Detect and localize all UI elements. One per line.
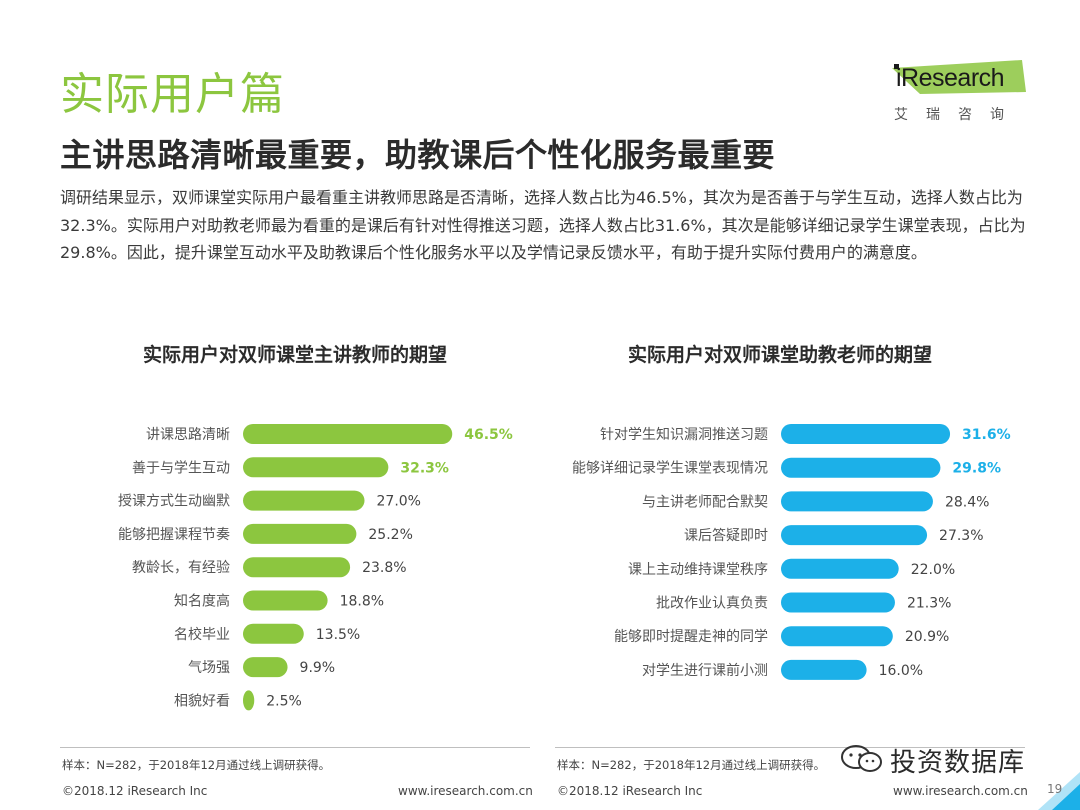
teacher-bar-6: [243, 623, 304, 644]
assistant-bar-2: [781, 491, 933, 512]
teacher-category-label-7: 气场强: [188, 660, 230, 676]
footer-divider-left: [60, 747, 530, 748]
assistant-value-label-5: 21.3%: [907, 596, 951, 612]
copyright-right: ©2018.12 iResearch Inc: [557, 784, 703, 798]
teacher-value-label-8: 2.5%: [266, 693, 302, 709]
teacher-bar-4: [243, 557, 351, 578]
assistant-value-label-6: 20.9%: [905, 629, 949, 645]
teacher-bar-7: [243, 657, 288, 678]
teacher-category-label-1: 善于与学生互动: [132, 460, 230, 476]
assistant-bar-4: [781, 558, 899, 579]
teacher-category-label-3: 能够把握课程节奏: [118, 527, 230, 543]
teacher-value-label-5: 18.8%: [340, 594, 384, 610]
teacher-category-label-5: 知名度高: [174, 593, 230, 610]
assistant-bar-7: [781, 659, 867, 680]
assistant-category-label-6: 能够即时提醒走神的同学: [614, 629, 768, 645]
copyright-left: ©2018.12 iResearch Inc: [62, 784, 208, 798]
teacher-bar-5: [243, 590, 328, 611]
bar-charts: 讲课思路清晰 46.5% 善于与学生互动 32.3% 授课方式生动幽默 27.0% 能够把握…: [118, 424, 1011, 711]
sample-note-right: 样本：N=282，于2018年12月通过线上调研获得。: [557, 758, 826, 772]
wechat-account-name: 投资数据库: [890, 748, 1026, 778]
assistant-category-label-2: 与主讲老师配合默契: [642, 494, 768, 510]
sample-note-left: 样本：N=282，于2018年12月通过线上调研获得。: [62, 758, 331, 772]
assistant-value-label-4: 22.0%: [911, 562, 955, 578]
teacher-category-label-8: 相貌好看: [174, 693, 230, 709]
teacher-bar-8: [243, 690, 255, 711]
assistant-category-label-5: 批改作业认真负责: [656, 596, 768, 612]
assistant-bar-6: [781, 626, 893, 647]
assistant-value-label-0: 31.6%: [962, 427, 1011, 443]
teacher-value-label-3: 25.2%: [368, 527, 412, 543]
assistant-category-label-7: 对学生进行课前小测: [642, 662, 768, 679]
teacher-category-label-2: 授课方式生动幽默: [118, 494, 230, 510]
site-url-left[interactable]: www.iresearch.com.cn: [398, 784, 533, 798]
iresearch-logo: iResearch 艾瑞咨询: [890, 58, 1030, 126]
headline: 主讲思路清晰最重要，助教课后个性化服务最重要: [60, 136, 776, 174]
section-title: 实际用户篇: [60, 69, 285, 120]
wechat-icon: [841, 745, 882, 772]
assistant-value-label-2: 28.4%: [945, 494, 989, 510]
page-number: 19: [1047, 782, 1063, 796]
assistant-value-label-3: 27.3%: [939, 528, 983, 544]
logo-chinese: 艾瑞咨询: [894, 107, 1022, 123]
teacher-category-label-0: 讲课思路清晰: [146, 427, 230, 443]
teacher-bar-2: [243, 490, 365, 511]
assistant-bar-3: [781, 525, 928, 546]
teacher-value-label-2: 27.0%: [377, 494, 421, 510]
logo-wordmark: iResearch: [896, 64, 1005, 92]
teacher-value-label-4: 23.8%: [362, 560, 406, 576]
assistant-value-label-1: 29.8%: [952, 461, 1001, 477]
assistant-category-label-4: 课上主动维持课堂秩序: [628, 562, 768, 578]
assistant-bar-5: [781, 592, 895, 613]
site-url-right[interactable]: www.iresearch.com.cn: [893, 784, 1028, 798]
assistant-bar-0: [781, 424, 951, 444]
page-corner-icon: [1038, 772, 1080, 810]
assistant-category-label-1: 能够详细记录学生课堂表现情况: [572, 461, 768, 477]
chart-title-assistant: 实际用户对双师课堂助教老师的期望: [627, 344, 932, 366]
teacher-value-label-6: 13.5%: [316, 627, 360, 643]
teacher-category-label-4: 教龄长，有经验: [132, 560, 230, 576]
teacher-bar-1: [243, 457, 389, 478]
chart-title-teacher: 实际用户对双师课堂主讲教师的期望: [142, 344, 447, 366]
assistant-value-label-7: 16.0%: [879, 663, 923, 679]
assistant-category-label-3: 课后答疑即时: [684, 527, 768, 544]
teacher-bar-3: [243, 523, 357, 544]
teacher-bar-0: [243, 424, 453, 444]
teacher-value-label-7: 9.9%: [300, 660, 336, 676]
summary-text: 调研结果显示，双师课堂实际用户最看重主讲教师思路是否清晰，选择人数占比为46.5…: [60, 188, 1026, 262]
footer-divider-right: [555, 747, 1025, 748]
assistant-bar-1: [781, 457, 941, 478]
teacher-value-label-1: 32.3%: [400, 460, 449, 476]
teacher-value-label-0: 46.5%: [464, 427, 513, 443]
assistant-category-label-0: 针对学生知识漏洞推送习题: [600, 426, 768, 443]
teacher-category-label-6: 名校毕业: [174, 626, 230, 643]
logo-green-shape-icon: [892, 60, 1026, 94]
